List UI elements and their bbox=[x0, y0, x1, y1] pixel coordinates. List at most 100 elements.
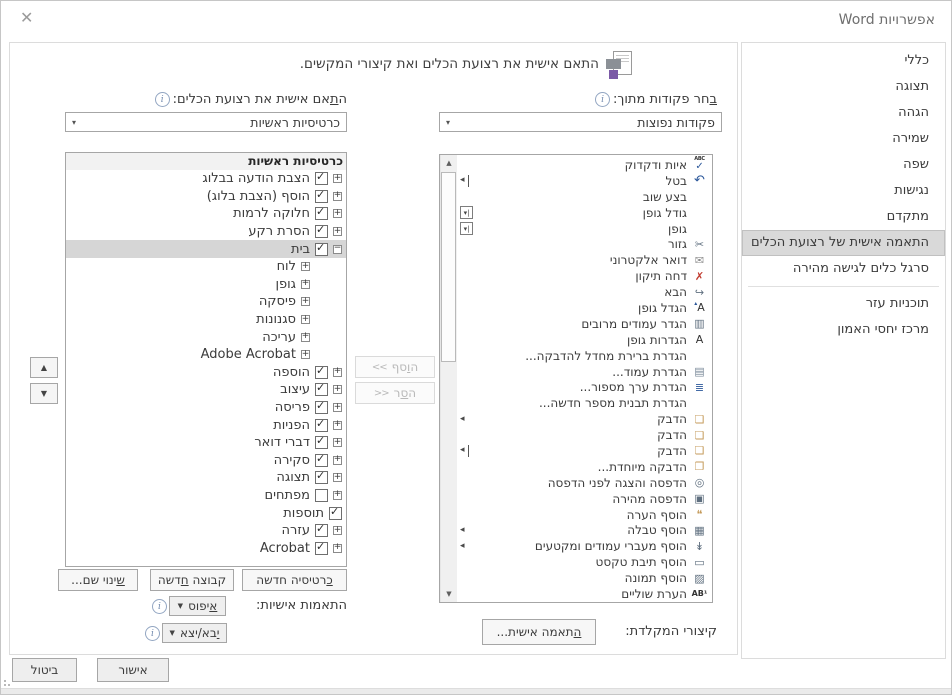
command-row[interactable]: A ▴ הגדל גופן bbox=[457, 300, 711, 316]
checkbox[interactable] bbox=[315, 469, 328, 485]
ribbon-tab-row[interactable]: + הוסף (הצבת בלוג) bbox=[66, 188, 346, 206]
expand-box-icon[interactable]: + bbox=[301, 278, 310, 289]
checkbox[interactable] bbox=[315, 170, 328, 186]
new-tab-button[interactable]: כרטיסיה חדשה bbox=[242, 569, 347, 591]
checkbox[interactable] bbox=[315, 188, 328, 203]
command-row[interactable]: ▦ הוסף טבלה ◂ bbox=[457, 522, 711, 538]
expand-box-icon[interactable]: + bbox=[301, 313, 310, 325]
reset-button[interactable]: ▼ איפוס bbox=[169, 596, 226, 616]
expand-box-icon[interactable]: + bbox=[333, 366, 342, 377]
checkbox[interactable] bbox=[315, 452, 328, 467]
expand-box-icon[interactable]: + bbox=[333, 207, 342, 219]
ribbon-tab-row[interactable]: + הפניות bbox=[66, 416, 346, 434]
close-icon[interactable]: ✕ bbox=[20, 8, 34, 27]
commands-list[interactable]: ▲ ▼ ABC ✓ איות ודקדוק ↶ בטל ◂ בצע שוב גודל גופן… bbox=[439, 154, 713, 603]
ribbon-tab-row[interactable]: + מפתחים bbox=[66, 487, 346, 505]
checkbox[interactable] bbox=[315, 223, 328, 239]
ok-button[interactable]: אישור bbox=[97, 658, 169, 682]
command-row[interactable]: ABC ✓ איות ודקדוק bbox=[457, 157, 711, 173]
expand-box-icon[interactable]: + bbox=[301, 295, 310, 307]
checkbox[interactable] bbox=[315, 241, 328, 256]
ribbon-tab-row[interactable]: + הוספה bbox=[66, 364, 346, 382]
checkbox[interactable] bbox=[315, 205, 328, 221]
ribbon-tab-row[interactable]: + Adobe Acrobat bbox=[66, 346, 346, 364]
ribbon-tab-row[interactable]: + תצוגה bbox=[66, 469, 346, 487]
command-row[interactable]: AB¹ הערת שוליים bbox=[457, 586, 711, 601]
sidebar-item[interactable]: מתקדם bbox=[886, 209, 929, 224]
expand-box-icon[interactable]: + bbox=[333, 471, 342, 483]
expand-box-icon[interactable]: + bbox=[333, 524, 342, 536]
expand-box-icon[interactable]: + bbox=[333, 436, 342, 448]
commands-scrollbar[interactable]: ▲ ▼ bbox=[440, 155, 457, 602]
ribbon-tabs-list[interactable]: כרטיסיות ראשיות + הצבת הודעה בבלוג + הוסף (… bbox=[65, 152, 347, 567]
ribbon-tab-row[interactable]: + חלוקה לרמות bbox=[66, 205, 346, 223]
scroll-up-button[interactable]: ▲ bbox=[441, 155, 457, 171]
command-row[interactable]: ▥ הגדר עמודים מרובים bbox=[457, 316, 711, 332]
sidebar-item[interactable]: מרכז יחסי האמון bbox=[837, 322, 929, 337]
expand-box-icon[interactable]: + bbox=[333, 172, 342, 184]
ribbon-tab-row[interactable]: − בית bbox=[66, 240, 346, 258]
ribbon-tab-row[interactable]: + הצבת הודעה בבלוג bbox=[66, 170, 346, 188]
checkbox[interactable] bbox=[315, 364, 328, 379]
sidebar-item[interactable]: התאמה אישית של רצועת הכלים bbox=[742, 230, 945, 256]
sidebar-item[interactable]: שמירה bbox=[892, 131, 929, 146]
import-export-button[interactable]: ▼ יבא/יצא bbox=[162, 623, 227, 643]
command-row[interactable]: ❝ הוסף הערה bbox=[457, 507, 711, 523]
command-row[interactable]: ▣ הדפסה מהירה bbox=[457, 491, 711, 507]
sidebar-item[interactable]: תוכניות עזר bbox=[865, 296, 929, 311]
checkbox[interactable] bbox=[329, 505, 342, 520]
command-row[interactable]: ▤ הגדרת עמוד... bbox=[457, 364, 711, 380]
scroll-down-button[interactable]: ▼ bbox=[441, 586, 457, 602]
expand-box-icon[interactable]: + bbox=[333, 542, 342, 553]
move-up-button[interactable]: ▲ bbox=[30, 357, 58, 378]
remove-button[interactable]: >> הסר bbox=[355, 382, 435, 404]
sidebar-item[interactable]: הגהה bbox=[898, 105, 929, 120]
command-row[interactable]: ↪ הבא bbox=[457, 284, 711, 300]
command-row[interactable]: גודל גופן ▾| bbox=[457, 205, 711, 221]
sidebar-item[interactable]: תצוגה bbox=[895, 79, 929, 94]
ribbon-tab-row[interactable]: תוספות bbox=[66, 504, 346, 522]
ribbon-tab-row[interactable]: + פיסקה bbox=[66, 293, 346, 311]
expand-box-icon[interactable]: + bbox=[301, 331, 310, 342]
sidebar-item[interactable]: נגישות bbox=[894, 183, 929, 198]
command-row[interactable]: ◎ הדפסה והצגה לפני הדפסה bbox=[457, 475, 711, 491]
expand-box-icon[interactable]: + bbox=[333, 383, 342, 395]
new-group-button[interactable]: קבוצה חדשה bbox=[150, 569, 234, 591]
checkbox[interactable] bbox=[315, 434, 328, 450]
cancel-button[interactable]: ביטול bbox=[12, 658, 77, 682]
checkbox[interactable] bbox=[315, 540, 328, 555]
checkbox[interactable] bbox=[315, 417, 328, 432]
expand-box-icon[interactable]: + bbox=[333, 454, 342, 465]
sidebar-item[interactable]: שפה bbox=[903, 157, 929, 172]
commands-source-dropdown[interactable]: ▾ פקודות נפוצות bbox=[439, 112, 722, 132]
command-row[interactable]: ❐ הדבקה מיוחדת... bbox=[457, 459, 711, 475]
command-row[interactable]: ↡ הוסף מעברי עמודים ומקטעים ◂ bbox=[457, 538, 711, 554]
ribbon-tab-row[interactable]: + דברי דואר bbox=[66, 434, 346, 452]
ribbon-dropdown[interactable]: ▾ כרטיסיות ראשיות bbox=[65, 112, 347, 132]
checkbox[interactable] bbox=[315, 522, 328, 538]
command-row[interactable]: ❏ הדבק ◂ bbox=[457, 443, 711, 459]
sidebar-item[interactable]: סרגל כלים לגישה מהירה bbox=[792, 261, 929, 276]
rename-button[interactable]: שינוי שם... bbox=[58, 569, 138, 591]
add-button[interactable]: << הוסף bbox=[355, 356, 435, 378]
ribbon-tab-row[interactable]: + עיצוב bbox=[66, 381, 346, 399]
command-row[interactable]: ✗ דחה תיקון bbox=[457, 268, 711, 284]
collapse-box-icon[interactable]: − bbox=[333, 243, 342, 254]
command-row[interactable]: ❏ הדבק bbox=[457, 427, 711, 443]
ribbon-tab-row[interactable]: + הסרת רקע bbox=[66, 223, 346, 241]
command-row[interactable]: הגדרת ברירת מחדל להדבקה... bbox=[457, 348, 711, 364]
checkbox[interactable] bbox=[315, 381, 328, 397]
ribbon-tab-row[interactable]: + Acrobat bbox=[66, 539, 346, 557]
command-row[interactable]: בצע שוב bbox=[457, 189, 711, 205]
ribbon-tab-row[interactable]: + סגנונות bbox=[66, 311, 346, 329]
expand-box-icon[interactable]: + bbox=[333, 190, 342, 201]
checkbox[interactable] bbox=[315, 399, 328, 415]
command-row[interactable]: ↶ בטל ◂ bbox=[457, 173, 711, 189]
move-down-button[interactable]: ▼ bbox=[30, 383, 58, 404]
expand-box-icon[interactable]: + bbox=[333, 419, 342, 430]
checkbox[interactable] bbox=[315, 488, 328, 502]
command-row[interactable]: ❏ הדבק ◂ bbox=[457, 411, 711, 427]
command-row[interactable]: ▨ הוסף תמונה bbox=[457, 570, 711, 586]
expand-box-icon[interactable]: + bbox=[333, 225, 342, 237]
ribbon-tab-row[interactable]: + עריכה bbox=[66, 328, 346, 346]
